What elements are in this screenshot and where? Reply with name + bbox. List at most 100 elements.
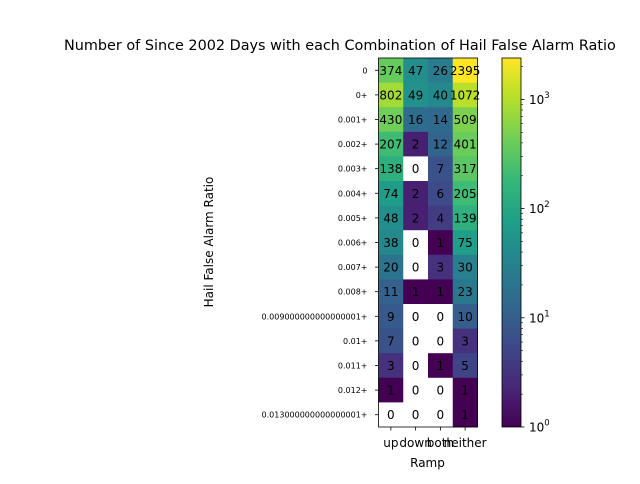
cell-value-label: 1 bbox=[412, 285, 420, 299]
x-tick-label: both bbox=[427, 436, 454, 450]
cell-value-label: 75 bbox=[457, 236, 472, 250]
y-tick-label: 0.006+ bbox=[338, 239, 368, 248]
cell-value-label: 3 bbox=[387, 359, 395, 373]
cell-value-label: 3 bbox=[437, 261, 445, 275]
heatmap-cell bbox=[403, 58, 429, 83]
heatmap-cell bbox=[428, 131, 454, 157]
cell-value-label: 9 bbox=[387, 310, 395, 324]
cell-value-label: 11 bbox=[383, 285, 398, 299]
heatmap-cell bbox=[378, 377, 404, 403]
cell-value-label: 4 bbox=[437, 211, 445, 225]
heatmap-cell bbox=[403, 353, 429, 379]
cell-value-label: 0 bbox=[437, 384, 445, 398]
cell-value-label: 317 bbox=[454, 162, 477, 176]
heatmap-cell bbox=[378, 304, 404, 329]
cell-value-label: 0 bbox=[412, 261, 420, 275]
cell-value-label: 1072 bbox=[450, 88, 481, 102]
heatmap-cell bbox=[452, 328, 478, 354]
chart-title: Number of Since 2002 Days with each Comb… bbox=[64, 38, 616, 54]
cell-value-label: 1 bbox=[437, 285, 445, 299]
heatmap-cell bbox=[428, 328, 454, 354]
heatmap-cell bbox=[378, 230, 404, 256]
x-axis-label: Ramp bbox=[410, 456, 445, 470]
heatmap-cell bbox=[403, 304, 429, 329]
cell-value-label: 0 bbox=[437, 408, 445, 422]
heatmap-cell bbox=[403, 328, 429, 354]
cell-value-label: 139 bbox=[454, 211, 477, 225]
y-tick-label: 0.004+ bbox=[338, 189, 368, 198]
heatmap-cell bbox=[452, 254, 478, 280]
y-axis-ticks: 0 0+ 0.001+ 0.002+ 0.003+ 0.004+ 0.005+ 0.006+ 0… bbox=[262, 66, 379, 420]
heatmap-cell bbox=[452, 304, 478, 329]
y-axis-label: Hail False Alarm Ratio bbox=[202, 177, 216, 308]
cell-value-label: 26 bbox=[433, 64, 448, 78]
heatmap-cell bbox=[403, 254, 429, 280]
heatmap-cell bbox=[378, 58, 404, 83]
cell-value-label: 2 bbox=[412, 138, 420, 152]
heatmap-cell bbox=[378, 156, 404, 182]
heatmap-cell bbox=[428, 254, 454, 280]
heatmap-cell bbox=[403, 205, 429, 231]
cell-value-label: 23 bbox=[457, 285, 472, 299]
y-tick-label: 0.012+ bbox=[338, 386, 368, 395]
heatmap-cell bbox=[452, 107, 478, 133]
x-tick-label: neither bbox=[444, 436, 487, 450]
heatmap-cell bbox=[428, 181, 454, 206]
cell-value-label: 5 bbox=[461, 359, 469, 373]
cell-value-label: 802 bbox=[379, 88, 402, 102]
heatmap-cell bbox=[378, 328, 404, 354]
cell-value-label: 2 bbox=[412, 211, 420, 225]
y-tick-label: 0.003+ bbox=[338, 165, 368, 174]
heatmap-cell bbox=[378, 107, 404, 133]
x-tick-label: down bbox=[399, 436, 431, 450]
heatmap-cell bbox=[378, 279, 404, 305]
y-tick-label: 0.001+ bbox=[338, 116, 368, 125]
cell-value-label: 0 bbox=[387, 408, 395, 422]
cell-value-label: 2 bbox=[412, 187, 420, 201]
cell-value-label: 0 bbox=[437, 334, 445, 348]
heatmap-cell bbox=[428, 304, 454, 329]
heatmap-cell bbox=[428, 58, 454, 83]
cell-value-label: 0 bbox=[412, 334, 420, 348]
heatmap-cell bbox=[403, 82, 429, 108]
cell-value-label: 138 bbox=[379, 162, 402, 176]
cell-value-label: 0 bbox=[412, 384, 420, 398]
heatmap-cell bbox=[452, 58, 478, 83]
heatmap-cell bbox=[403, 402, 429, 428]
cell-value-label: 49 bbox=[408, 88, 423, 102]
x-tick-label: up bbox=[383, 436, 398, 450]
cell-value-label: 7 bbox=[437, 162, 445, 176]
heatmap-cell bbox=[452, 377, 478, 403]
colorbar-gradient bbox=[501, 57, 522, 428]
cell-value-label: 0 bbox=[412, 359, 420, 373]
cell-value-label: 38 bbox=[383, 236, 398, 250]
heatmap-cell bbox=[452, 230, 478, 256]
cell-value-label: 430 bbox=[379, 113, 402, 127]
cell-value-label: 1 bbox=[461, 408, 469, 422]
cell-value-label: 1 bbox=[437, 236, 445, 250]
cell-value-label: 0 bbox=[437, 310, 445, 324]
heatmap-cell bbox=[428, 205, 454, 231]
cell-value-label: 509 bbox=[454, 113, 477, 127]
cell-value-label: 74 bbox=[383, 187, 398, 201]
heatmap-cell bbox=[452, 181, 478, 206]
heatmap-cell bbox=[403, 107, 429, 133]
heatmap-cell bbox=[378, 254, 404, 280]
heatmap-cell bbox=[452, 205, 478, 231]
heatmap-cell bbox=[452, 279, 478, 305]
heatmap-cell bbox=[428, 402, 454, 428]
heatmap-cell bbox=[452, 353, 478, 379]
cell-value-label: 10 bbox=[457, 310, 472, 324]
heatmap-cells bbox=[378, 58, 478, 428]
y-tick-label: 0.01+ bbox=[343, 337, 368, 346]
cell-value-label: 14 bbox=[433, 113, 448, 127]
cell-value-label: 12 bbox=[433, 138, 448, 152]
cell-value-label: 7 bbox=[387, 334, 395, 348]
heatmap-cell bbox=[428, 377, 454, 403]
heatmap-cell bbox=[378, 181, 404, 206]
y-tick-label: 0.009000000000000001+ bbox=[262, 312, 368, 321]
